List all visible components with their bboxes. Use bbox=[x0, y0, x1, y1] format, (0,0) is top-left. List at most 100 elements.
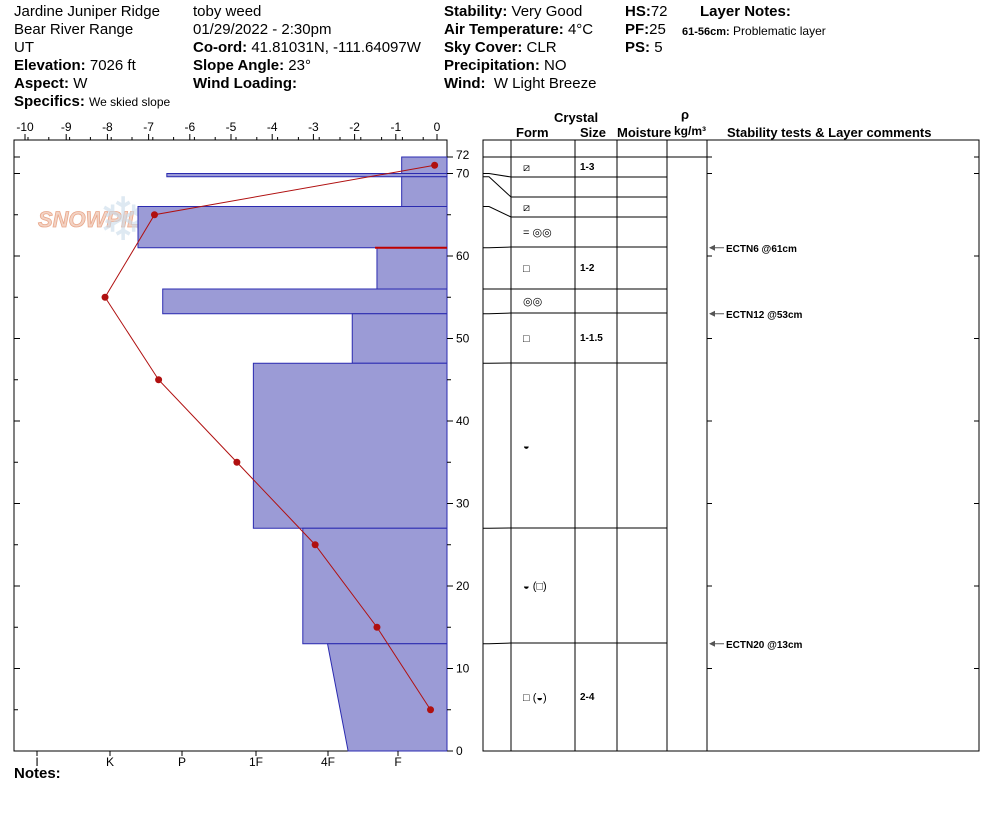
stability-test-label-2: ECTN20 @13cm bbox=[726, 640, 803, 651]
temp-tick-label-9: -1 bbox=[390, 120, 401, 134]
pf-label: PF: bbox=[625, 21, 650, 38]
depth-connector-4 bbox=[483, 246, 512, 249]
wind-loading-label: Wind Loading: bbox=[193, 75, 298, 92]
hardness-layer-9 bbox=[326, 643, 448, 752]
temp-tick-label-5: -5 bbox=[226, 120, 237, 134]
header-stability-tests: Stability tests & Layer comments bbox=[727, 125, 932, 140]
crystal-form-3: = ◎◎ bbox=[523, 227, 552, 239]
stability-test-label-0: ECTN6 @61cm bbox=[726, 244, 797, 255]
header-form: Form bbox=[516, 125, 549, 140]
depth-tick-label-5: 50 bbox=[456, 332, 470, 346]
temperature-point-6 bbox=[373, 623, 381, 631]
temperature-point-1 bbox=[150, 211, 158, 219]
location-name: Jardine Juniper Ridge bbox=[14, 3, 160, 20]
slope-value: 23° bbox=[288, 57, 311, 74]
aspect: Aspect: W bbox=[14, 75, 87, 93]
hardness-layer-2 bbox=[401, 176, 448, 207]
stability-test-label-1: ECTN12 @53cm bbox=[726, 310, 803, 321]
specifics-value: We skied slope bbox=[89, 95, 171, 109]
mountain-range: Bear River Range bbox=[14, 21, 134, 38]
temp-tick-label-3: -7 bbox=[143, 120, 154, 134]
crystal-form-5: ◎◎ bbox=[523, 296, 542, 308]
elevation: Elevation: 7026 ft bbox=[14, 57, 136, 75]
air-temp-label: Air Temperature: bbox=[444, 21, 564, 38]
crystal-form-7: ◒ bbox=[523, 441, 530, 453]
crystal-form-4: □ bbox=[523, 263, 530, 275]
hardness-tick-label-0: I bbox=[35, 755, 38, 769]
depth-tick-label-6: 60 bbox=[456, 249, 470, 263]
pf-value: 25 bbox=[649, 21, 666, 38]
depth-tick-label-3: 30 bbox=[456, 497, 470, 511]
hardness-tick-label-2: P bbox=[178, 755, 186, 769]
stability-test-arrowhead-2 bbox=[709, 640, 715, 647]
precipitation: Precipitation: NO bbox=[444, 57, 567, 75]
wind-value: W Light Breeze bbox=[493, 75, 597, 92]
depth-connector-3 bbox=[483, 206, 512, 218]
sky-label: Sky Cover: bbox=[444, 39, 523, 56]
precip-label: Precipitation: bbox=[444, 57, 540, 74]
crystal-form-2: ⧄ bbox=[523, 202, 530, 214]
crystal-form-8: ◒ (□) bbox=[523, 581, 547, 593]
specifics: Specifics: We skied slope bbox=[14, 93, 170, 111]
hardness-layer-6 bbox=[351, 313, 448, 364]
precip-value: NO bbox=[544, 57, 567, 74]
elevation-label: Elevation: bbox=[14, 57, 86, 74]
crystal-size-4: 1-2 bbox=[580, 263, 595, 274]
header-density-unit: kg/m³ bbox=[674, 124, 707, 138]
hardness-layer-5 bbox=[162, 288, 448, 315]
stability-value: Very Good bbox=[511, 3, 583, 20]
stability: Stability: Very Good bbox=[444, 3, 582, 21]
temperature-point-4 bbox=[233, 458, 241, 466]
temperature-point-7 bbox=[427, 706, 435, 714]
temperature-point-3 bbox=[155, 376, 163, 384]
hardness-layer-3 bbox=[137, 206, 448, 249]
temp-tick-label-2: -8 bbox=[102, 120, 113, 134]
crystal-form-0: ⧄ bbox=[523, 162, 530, 174]
hardness-layer-7 bbox=[252, 362, 448, 529]
hs-label: HS: bbox=[625, 3, 651, 20]
wind: Wind: W Light Breeze bbox=[444, 75, 596, 93]
temp-tick-label-0: -10 bbox=[16, 120, 34, 134]
depth-connector-2 bbox=[483, 176, 512, 198]
slope-label: Slope Angle: bbox=[193, 57, 285, 74]
depth-tick-label-8: 72 bbox=[456, 148, 470, 162]
aspect-label: Aspect: bbox=[14, 75, 70, 92]
coord-label: Co-ord: bbox=[193, 39, 248, 56]
header-moisture: Moisture bbox=[617, 125, 672, 140]
crystal-size-6: 1-1.5 bbox=[580, 333, 603, 344]
crystal-form-6: □ bbox=[523, 333, 530, 345]
crystal-size-0: 1-3 bbox=[580, 162, 595, 173]
depth-connector-6 bbox=[483, 312, 512, 315]
temperature-point-2 bbox=[101, 293, 109, 301]
sky-value: CLR bbox=[526, 39, 557, 56]
hardness-tick-label-3: 1F bbox=[249, 755, 263, 769]
observer: toby weed bbox=[193, 3, 262, 20]
specifics-label: Specifics: bbox=[14, 93, 85, 110]
temperature-line bbox=[104, 164, 435, 711]
depth-tick-label-4: 40 bbox=[456, 414, 470, 428]
coord-value: 41.81031N, -111.64097W bbox=[251, 39, 421, 56]
layer-note-range: 61-56cm: bbox=[682, 26, 730, 38]
slope-angle: Slope Angle: 23° bbox=[193, 57, 311, 75]
temp-tick-label-10: 0 bbox=[434, 120, 441, 134]
depth-tick-label-1: 10 bbox=[456, 662, 470, 676]
elevation-value: 7026 ft bbox=[89, 57, 136, 74]
depth-connector-1 bbox=[483, 173, 512, 178]
wind-label: Wind: bbox=[444, 75, 486, 92]
crystal-size-9: 2-4 bbox=[580, 692, 595, 703]
layer-note-text: Problematic layer bbox=[733, 24, 826, 38]
layer-note: 61-56cm: Problematic layer bbox=[682, 22, 826, 41]
coordinates: Co-ord: 41.81031N, -111.64097W bbox=[193, 39, 421, 57]
stability-test-arrowhead-0 bbox=[709, 244, 715, 251]
temperature-point-0 bbox=[431, 161, 439, 169]
temp-tick-label-4: -6 bbox=[184, 120, 195, 134]
layer-notes-label: Layer Notes: bbox=[700, 3, 791, 20]
ps: PS: 5 bbox=[625, 39, 663, 57]
crystal-form-9: □ (◒) bbox=[523, 692, 547, 704]
depth-tick-label-7: 70 bbox=[456, 167, 470, 181]
hardness-layer-4 bbox=[376, 247, 448, 290]
layer-table-frame bbox=[482, 139, 980, 752]
hs-value: 72 bbox=[650, 3, 668, 20]
temp-tick-label-8: -2 bbox=[349, 120, 360, 134]
depth-connector-9 bbox=[483, 642, 512, 645]
